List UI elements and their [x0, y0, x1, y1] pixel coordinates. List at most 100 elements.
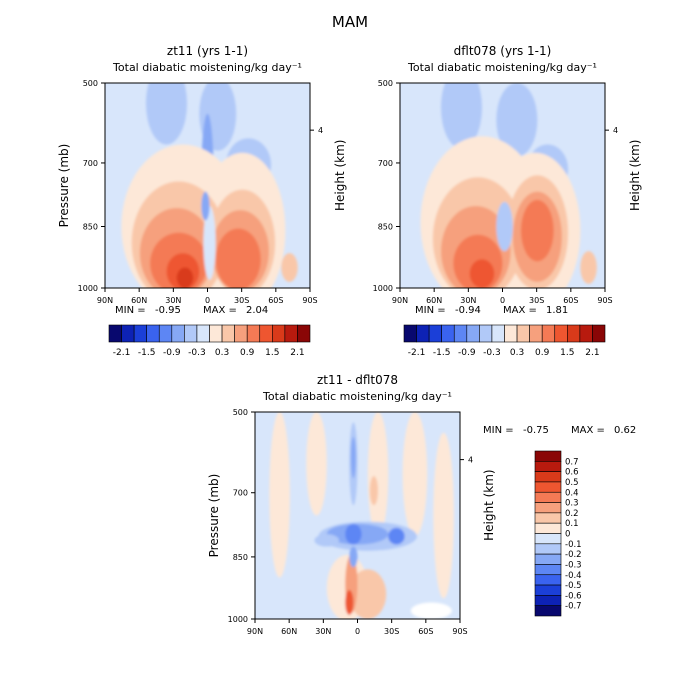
max-label: MAX =	[503, 305, 537, 316]
panel-title: dflt078 (yrs 1-1)	[454, 44, 552, 58]
colorbar-box	[479, 324, 493, 343]
contour-region	[345, 590, 354, 615]
field-shading	[420, 83, 597, 288]
colorbar-box	[209, 324, 223, 343]
chart-panel-3: zt11 - dflt078 Total diabatic moistening/…	[207, 373, 636, 636]
colorbar-label: 0.9	[535, 348, 550, 358]
colorbar-box	[534, 450, 562, 462]
colorbar-label: 1.5	[560, 348, 574, 358]
right-tick-label: 4	[468, 456, 473, 465]
right-axis-label: Height (km)	[628, 140, 642, 211]
contour-region	[580, 251, 597, 284]
colorbar-label: 0.4	[565, 488, 579, 498]
colorbar-box	[579, 324, 593, 343]
colorbar-box	[504, 324, 518, 343]
colorbar-box	[133, 324, 147, 343]
colorbar-box	[516, 324, 530, 343]
colorbar-box	[534, 533, 562, 545]
colorbar-label: -0.7	[565, 602, 582, 612]
x-tick-label: 30S	[234, 296, 249, 305]
colorbar-box	[567, 324, 581, 343]
colorbar-box	[592, 324, 606, 343]
panel-subtitle: Total diabatic moistening/kg day⁻¹	[262, 390, 452, 403]
colorbar-box	[534, 461, 562, 472]
colorbar-label: -0.4	[565, 571, 582, 581]
y-tick-label: 1000	[228, 615, 248, 624]
colorbar-box	[534, 574, 562, 586]
colorbar-label: -1.5	[138, 348, 156, 358]
right-tick-label: 4	[318, 126, 323, 135]
colorbar-box	[284, 324, 298, 343]
colorbar: 0.70.60.50.40.30.20.10-0.1-0.2-0.3-0.4-0…	[534, 450, 582, 617]
colorbar-box	[297, 324, 311, 343]
min-value: -0.95	[155, 305, 181, 316]
chart-panel-2: dflt078 (yrs 1-1) Total diabatic moisteni…	[373, 44, 642, 358]
contour-region	[281, 253, 298, 282]
colorbar-box	[272, 324, 286, 343]
colorbar-label: 0.3	[565, 499, 579, 509]
y-tick-label: 500	[233, 408, 248, 417]
panel-title: zt11 (yrs 1-1)	[167, 44, 248, 58]
contour-region	[349, 569, 387, 619]
contour-region	[410, 602, 452, 619]
field-shading	[269, 412, 454, 619]
right-axis-label: Height (km)	[333, 140, 347, 211]
colorbar-label: -2.1	[113, 348, 131, 358]
y-tick-label: 850	[378, 223, 393, 232]
colorbar-box	[534, 522, 562, 534]
y-tick-label: 700	[233, 489, 248, 498]
min-label: MIN =	[483, 425, 514, 436]
panel-subtitle: Total diabatic moistening/kg day⁻¹	[407, 61, 597, 74]
colorbar-box	[453, 324, 468, 343]
colorbar-box	[234, 324, 248, 343]
x-tick-label: 90N	[247, 627, 263, 636]
x-tick-label: 30N	[315, 627, 331, 636]
colorbar-box	[541, 324, 556, 343]
x-tick-label: 30N	[165, 296, 181, 305]
colorbar-label: 0.2	[565, 509, 579, 519]
x-tick-label: 90S	[452, 627, 467, 636]
contour-region	[345, 523, 362, 545]
contour-region	[520, 199, 554, 262]
colorbar-label: -0.6	[565, 591, 582, 601]
max-value: 1.81	[546, 305, 568, 316]
colorbar-box	[529, 324, 543, 343]
max-value: 2.04	[246, 305, 268, 316]
colorbar-label: 0.6	[565, 468, 579, 478]
contour-region	[496, 83, 538, 157]
colorbar-label: -0.3	[188, 348, 206, 358]
x-tick-label: 0	[205, 296, 210, 305]
colorbar-box	[184, 324, 198, 343]
max-label: MAX =	[571, 425, 605, 436]
y-tick-label: 500	[83, 79, 98, 88]
contour-region	[367, 412, 389, 537]
x-tick-label: 60S	[418, 627, 433, 636]
colorbar-box	[158, 324, 173, 343]
contour-region	[215, 228, 261, 288]
colorbar-box	[146, 324, 160, 343]
colorbar-box	[534, 605, 562, 617]
x-tick-label: 60N	[281, 627, 297, 636]
colorbar: -2.1 -1.5 -0.9 -0.3 0.3 0.9 1.5 2.1	[108, 324, 311, 358]
colorbar-label: 0.3	[510, 348, 524, 358]
x-tick-label: 0	[500, 296, 505, 305]
colorbar-box	[554, 324, 568, 343]
contour-region	[441, 83, 482, 149]
colorbar-label: 2.1	[290, 348, 304, 358]
colorbar-box	[171, 324, 185, 343]
right-tick-label: 4	[613, 126, 618, 135]
colorbar-box	[534, 543, 562, 555]
right-axis-label: Height (km)	[482, 469, 496, 540]
colorbar-label: -0.5	[565, 581, 582, 591]
colorbar-box	[534, 595, 562, 606]
min-label: MIN =	[115, 305, 146, 316]
colorbar-box	[259, 324, 273, 343]
x-tick-label: 90N	[392, 296, 408, 305]
contour-region	[469, 259, 495, 288]
colorbar-box	[534, 512, 562, 524]
colorbar-box	[196, 324, 210, 343]
y-axis-label: Pressure (mb)	[57, 144, 71, 228]
contour-region	[269, 412, 290, 578]
colorbar-box	[534, 553, 562, 565]
x-tick-label: 0	[355, 627, 360, 636]
